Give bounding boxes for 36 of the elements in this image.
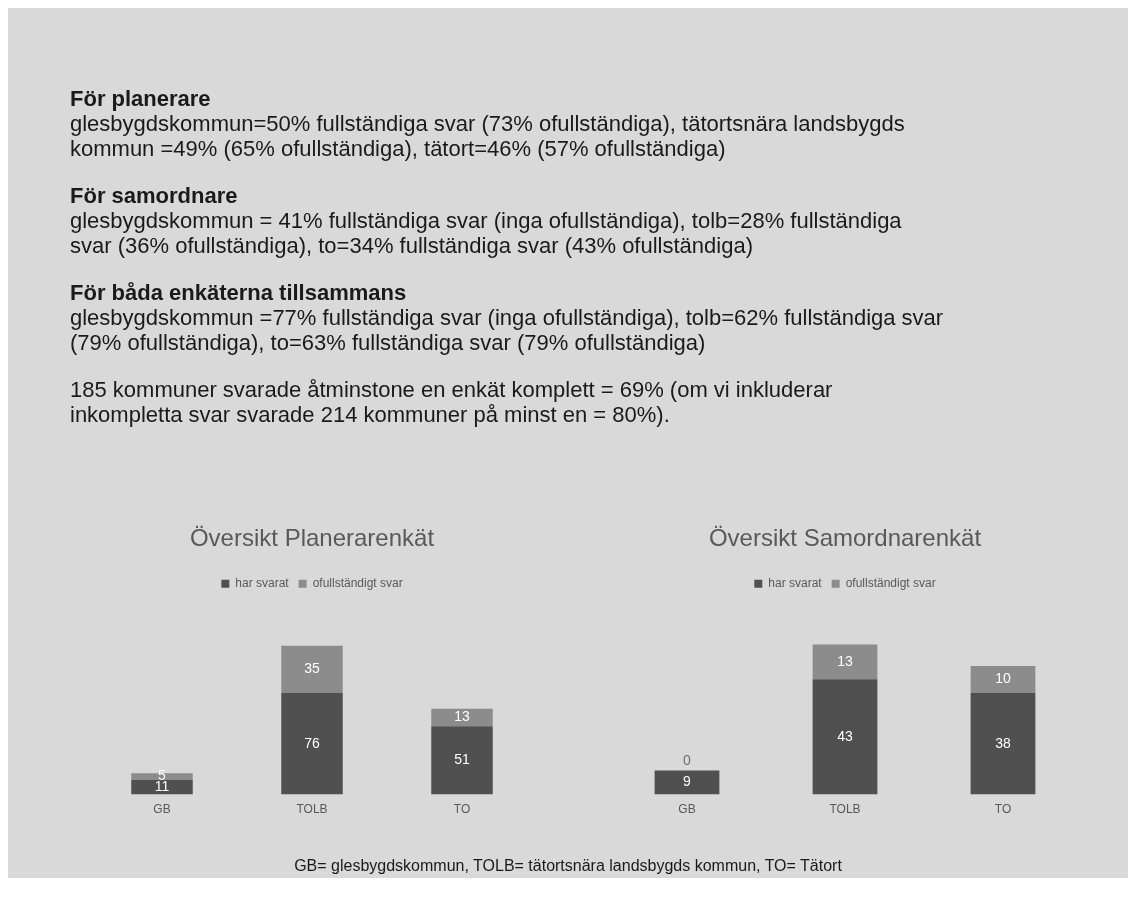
bar (654, 770, 720, 795)
bar (431, 708, 493, 727)
legend-label: ofullständigt svar (312, 576, 403, 591)
bar (281, 692, 343, 795)
bar (970, 692, 1036, 795)
legend-label: har svarat (768, 576, 823, 591)
text: 185 kommuner svarade åtminstone en enkät komplett = 69% (om vi inkluderar inkompletta svar svarade 214 kommuner på minst en = 80%). (70, 377, 834, 427)
text: För planerare glesbygdskommun=50% fullständiga svar (73% ofullständiga), tätortsnära landsbygds kommun =49% (65% ofullständiga), tätort=46% (57% ofullständiga) (70, 86, 906, 161)
chart-title: Översikt Samordnarenkät (708, 524, 982, 552)
text: För samordnare glesbygdskommun = 41% fullständiga svar (inga ofullständiga), tolb=28% fullständiga svar (36% ofullständiga), to=34% fullständiga svar (43% ofullständiga) (70, 183, 903, 258)
data-label: 35 (304, 660, 320, 677)
text: GB= glesbygdskommun, TOLB= tätortsnära landsbygds kommun, TO= Tätort (293, 856, 843, 876)
data-label: 13 (454, 708, 470, 725)
chart-title: Översikt Planerarenkät (189, 524, 435, 552)
x-tick-label: GB (678, 802, 696, 817)
x-tick-label: TOLB (829, 802, 861, 817)
legend-label: ofullständigt svar (845, 576, 936, 591)
x-tick-label: TO (453, 802, 471, 817)
data-label: 38 (995, 734, 1011, 751)
x-tick-label: GB (153, 802, 171, 817)
x-tick-label: TOLB (296, 802, 328, 817)
bar (281, 645, 343, 693)
bar (431, 726, 493, 795)
legend-label: har svarat (235, 576, 290, 591)
data-label: 10 (995, 670, 1011, 687)
bar (812, 679, 878, 795)
data-label: 9 (683, 773, 692, 790)
data-label: 13 (837, 652, 853, 669)
text: För båda enkäterna tillsammans glesbygdskommun =77% fullständiga svar (inga ofullständiga), tolb=62% fullständiga svar (79% ofullständiga), to=63% fullständiga svar (79% ofullständiga) (70, 280, 945, 355)
data-label: 76 (304, 734, 320, 751)
x-tick-label: TO (994, 802, 1012, 817)
bar (970, 665, 1036, 693)
bar (812, 644, 878, 680)
data-label: 0 (683, 752, 692, 769)
data-label: 51 (454, 751, 470, 768)
data-label: 43 (837, 727, 853, 744)
